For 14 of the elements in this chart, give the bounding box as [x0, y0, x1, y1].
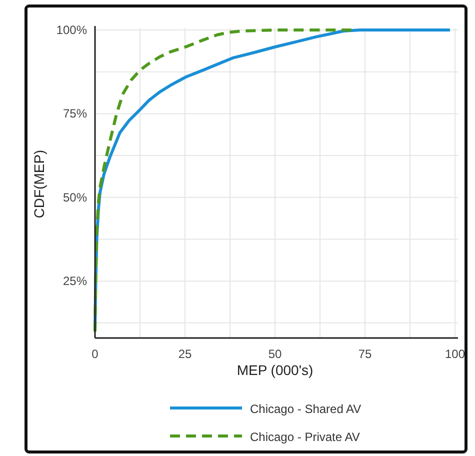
x-tick-label: 75 — [358, 347, 372, 361]
legend-label: Chicago - Shared AV — [250, 402, 362, 416]
x-axis-title: MEP (000's) — [236, 362, 314, 378]
x-tick-label: 0 — [92, 347, 99, 361]
y-tick-label: 100% — [56, 23, 88, 37]
y-tick-label: 75% — [62, 106, 88, 121]
y-tick-label: 25% — [62, 274, 88, 288]
x-tick-label: 50 — [268, 347, 282, 361]
x-tick-label: 100 — [444, 347, 466, 361]
x-tick-label: 25 — [178, 347, 192, 361]
line-series — [94, 28, 353, 333]
legend-label: Chicago - Private AV — [250, 430, 360, 444]
y-axis-title: CDF(MEP) — [31, 150, 47, 218]
y-tick-label: 50% — [62, 190, 88, 204]
